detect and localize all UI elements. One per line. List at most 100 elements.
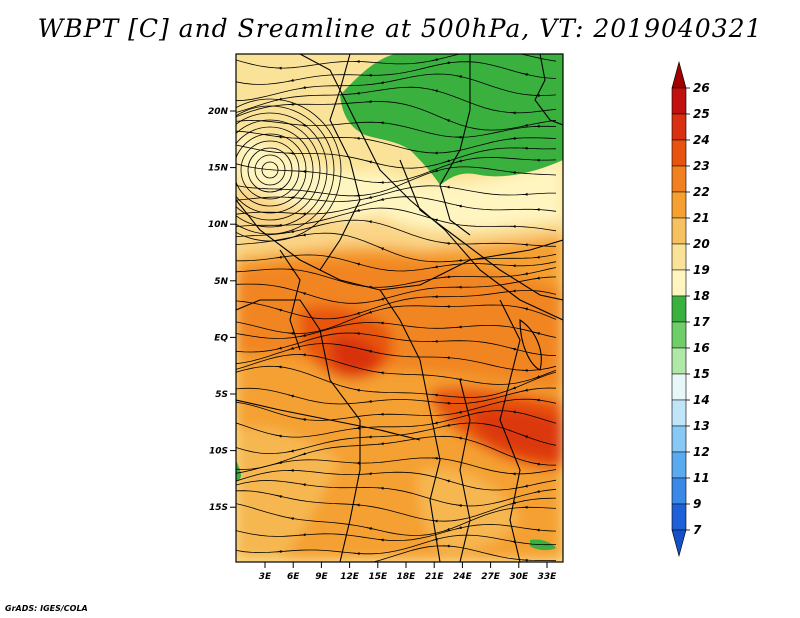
colorbar-label: 14	[693, 393, 710, 407]
streamline	[236, 365, 557, 398]
colorbar-label: 20	[693, 237, 710, 251]
streamline-arrow	[377, 297, 384, 301]
colorbar-swatch	[671, 477, 687, 505]
colorbar-label: 13	[693, 419, 710, 433]
colorbar-swatch	[671, 529, 687, 558]
streamline-arrow	[299, 291, 307, 296]
lat-label: 10S	[209, 447, 228, 457]
streamline	[236, 524, 557, 542]
streamline-arrow	[275, 135, 282, 139]
streamline	[236, 276, 557, 304]
colorbar-swatch	[671, 191, 687, 219]
streamline-arrow	[455, 159, 462, 163]
circulation-streamline	[236, 105, 335, 235]
streamline	[236, 480, 557, 507]
lon-label: 33E	[538, 572, 558, 582]
circulation-streamline	[236, 98, 342, 242]
colorbar-swatch	[671, 503, 687, 531]
colorbar-swatch	[671, 399, 687, 427]
colorbar-label: 24	[693, 133, 710, 147]
streamline-arrow	[299, 233, 306, 237]
colorbar-label: 21	[693, 211, 710, 225]
streamline	[236, 196, 557, 215]
streamline-arrow	[275, 434, 282, 438]
longitude-axis: 3E 6E 9E 12E 15E 18E 21E 24E 27E 30E 33E	[259, 562, 557, 582]
colorbar-swatch	[671, 87, 687, 115]
colorbar-swatch	[671, 295, 687, 323]
streamline-arrow	[431, 169, 438, 173]
colorbar-label: 19	[693, 263, 710, 277]
streamline-arrow	[521, 72, 528, 77]
streamline-arrow	[353, 388, 360, 392]
streamline	[236, 207, 557, 232]
streamline-arrow	[365, 527, 372, 531]
streamline-arrow	[455, 410, 462, 414]
streamline-arrow	[368, 560, 372, 562]
streamline-arrow	[533, 276, 540, 280]
streamline-arrow	[455, 204, 462, 208]
streamline-arrow	[455, 526, 462, 530]
grads-credit: GrADS: IGES/COLA	[5, 604, 88, 613]
lon-label: 3E	[259, 572, 272, 582]
streamline	[236, 254, 557, 272]
streamline	[236, 130, 557, 154]
streamline-arrow	[365, 160, 372, 164]
circulation-streamline	[247, 147, 293, 193]
streamline-arrow	[287, 346, 294, 351]
streamline-arrow	[509, 386, 517, 391]
streamline-arrow	[353, 262, 360, 266]
circulation-streamline	[254, 154, 286, 186]
circulation-streamline	[261, 161, 279, 179]
streamline-arrow	[299, 85, 306, 90]
streamline-arrow	[365, 220, 372, 224]
streamline-arrow	[455, 504, 462, 508]
streamline-arrow	[443, 118, 451, 123]
colorbar-label: 16	[693, 341, 710, 355]
lon-label: 27E	[481, 572, 501, 582]
streamline-arrow	[377, 81, 384, 85]
colorbar-swatch	[671, 139, 687, 167]
streamline-arrow	[365, 399, 372, 403]
streamline-arrow	[431, 57, 438, 62]
colorbar-label: 15	[693, 367, 710, 381]
streamline-arrow	[443, 61, 450, 65]
lat-label: 5S	[215, 390, 228, 400]
streamline	[236, 457, 557, 475]
streamline-arrow	[443, 423, 450, 427]
streamline-arrow	[533, 331, 540, 336]
streamline-arrow	[455, 378, 462, 382]
streamline-arrow	[509, 410, 516, 414]
circulation-streamline	[236, 119, 321, 221]
lat-label: 5N	[214, 277, 228, 287]
streamline-arrow	[521, 123, 528, 127]
circulation-streamline	[236, 133, 307, 207]
streamline-arrow	[299, 333, 306, 337]
streamline-arrow	[455, 75, 462, 79]
streamline	[236, 321, 557, 339]
streamline	[236, 166, 557, 197]
streamline-arrow	[443, 159, 450, 163]
map-field	[236, 54, 563, 562]
streamline-arrow	[431, 421, 438, 425]
latitude-axis: 20N 15N 10N 5N EQ 5S 10S 15S	[208, 107, 236, 513]
colorbar-label: 26	[693, 81, 710, 95]
map-frame	[235, 53, 564, 563]
colorbar-swatch	[671, 373, 687, 401]
colorbar-swatch	[671, 60, 687, 89]
streamline-arrow	[443, 241, 450, 246]
streamline-arrow	[533, 462, 540, 466]
streamline-arrow	[299, 483, 306, 487]
streamline-arrow	[287, 517, 294, 521]
streamline	[236, 86, 557, 114]
streamline	[236, 156, 557, 183]
lat-label: 15S	[209, 503, 228, 513]
streamline-arrow	[521, 388, 528, 392]
streamline-arrow	[431, 537, 438, 541]
colorbar-label: 23	[693, 159, 710, 173]
streamline-arrow	[287, 394, 294, 398]
streamline-arrow	[443, 527, 451, 532]
streamline-arrow	[431, 265, 438, 269]
streamline	[371, 545, 557, 562]
streamline-arrow	[377, 246, 385, 251]
